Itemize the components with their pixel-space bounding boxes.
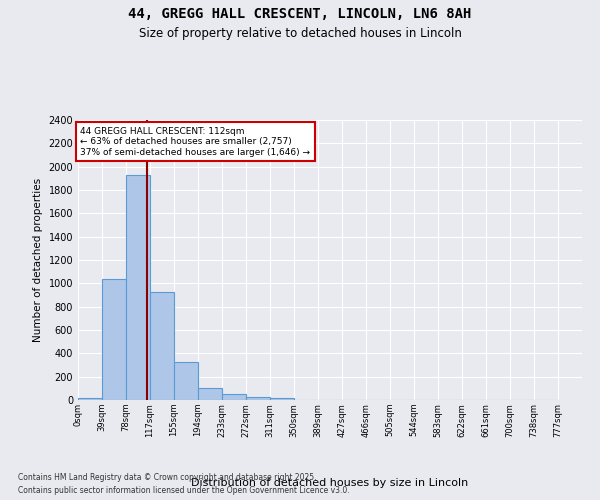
Y-axis label: Number of detached properties: Number of detached properties	[33, 178, 43, 342]
Text: Contains public sector information licensed under the Open Government Licence v3: Contains public sector information licen…	[18, 486, 350, 495]
Bar	[78, 398, 102, 400]
Bar	[102, 279, 126, 400]
X-axis label: Distribution of detached houses by size in Lincoln: Distribution of detached houses by size …	[191, 478, 469, 488]
Text: Contains HM Land Registry data © Crown copyright and database right 2025.: Contains HM Land Registry data © Crown c…	[18, 474, 317, 482]
Bar	[198, 388, 222, 400]
Bar	[270, 398, 294, 400]
Text: Size of property relative to detached houses in Lincoln: Size of property relative to detached ho…	[139, 28, 461, 40]
Bar	[222, 394, 246, 400]
Bar	[126, 176, 150, 400]
Text: 44 GREGG HALL CRESCENT: 112sqm
← 63% of detached houses are smaller (2,757)
37% : 44 GREGG HALL CRESCENT: 112sqm ← 63% of …	[80, 127, 310, 157]
Bar	[150, 292, 174, 400]
Bar	[246, 396, 270, 400]
Text: 44, GREGG HALL CRESCENT, LINCOLN, LN6 8AH: 44, GREGG HALL CRESCENT, LINCOLN, LN6 8A…	[128, 8, 472, 22]
Bar	[174, 362, 198, 400]
